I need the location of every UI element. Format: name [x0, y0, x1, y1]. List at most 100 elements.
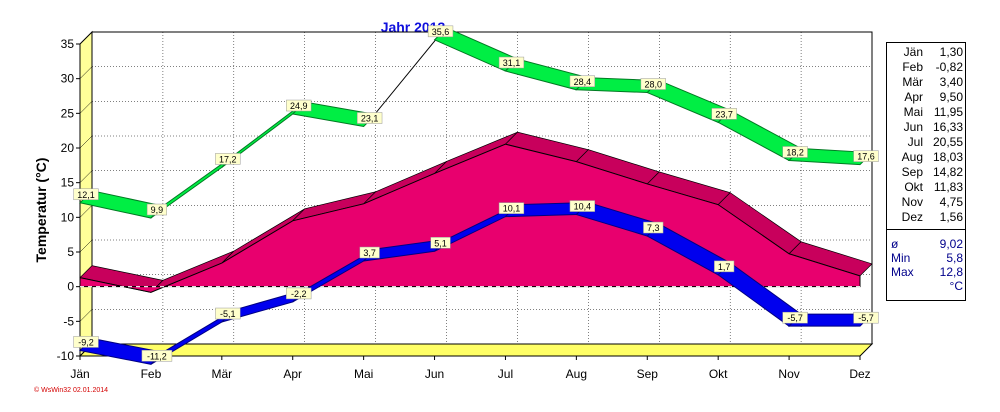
min-value-label: 1,7	[718, 262, 731, 272]
legend-row: Jul 20,55	[887, 135, 963, 150]
y-tick-label: -10	[57, 349, 75, 363]
min-value-label: -5,7	[858, 313, 874, 323]
legend-row: Mai 11,95	[887, 105, 963, 120]
max-value-label: 28,0	[645, 80, 663, 90]
legend-row: Mär 3,40	[887, 75, 963, 90]
x-tick-label: Jän	[70, 367, 89, 381]
min-value-label: -2,2	[291, 289, 307, 299]
max-value-label: 17,2	[219, 154, 237, 164]
max-value-label: 18,2	[786, 147, 804, 157]
y-tick-label: 10	[61, 210, 75, 224]
min-value-label-bg	[714, 260, 735, 273]
min-value-label: 10,1	[503, 204, 521, 214]
y-tick-label: -5	[63, 314, 74, 328]
y-gridline-side	[79, 101, 93, 114]
legend-row: Aug 18,03	[887, 150, 963, 165]
legend-month: Jän	[903, 45, 923, 59]
min-value-label-bg	[430, 237, 451, 249]
legend-month: Sep	[901, 165, 923, 179]
y-tick-label: 15	[61, 176, 75, 190]
y-gridline-side	[79, 135, 93, 149]
y-tick-label: 5	[67, 245, 74, 259]
mean-area-front	[79, 143, 861, 293]
max-value-label-bg	[782, 146, 808, 158]
legend-row: Jun 16,33	[887, 120, 963, 135]
x-tick-label: Nov	[778, 367, 799, 381]
legend-value: 14,82	[932, 165, 963, 179]
max-value-label: 24,9	[290, 101, 308, 111]
max-value-label-bg	[640, 78, 666, 90]
min-value-label: -5,1	[220, 309, 236, 319]
legend-row: Dez 1,56	[887, 210, 963, 225]
legend-value: 20,55	[932, 135, 963, 149]
y-gridline-side	[79, 205, 93, 218]
legend-value: 3,40	[939, 75, 963, 89]
max-value-label-bg	[498, 56, 525, 69]
max-value-label: 28,4	[574, 77, 592, 87]
legend-stat-value: 5,8	[946, 251, 963, 265]
min-value-label-bg	[73, 336, 99, 348]
max-value-label-bg	[427, 25, 454, 38]
legend-stat-row: ø 9,02	[887, 237, 963, 251]
legend-month: Aug	[901, 150, 923, 164]
legend-month: Jun	[903, 120, 923, 134]
max-value-label: 12,1	[77, 190, 95, 200]
y-axis-title: Temperatur (°C)	[33, 158, 49, 263]
y-gridline-side	[79, 31, 93, 45]
min-value-label-bg	[286, 287, 312, 300]
legend-stat-row: Min 5,8	[887, 251, 963, 265]
min-value-label-bg	[141, 350, 173, 362]
legend-value: 9,50	[939, 90, 963, 104]
max-value-label: 31,1	[503, 58, 521, 68]
max-value-label-bg	[215, 153, 241, 165]
legend-row: Feb -0,82	[887, 60, 963, 75]
min-value-label-bg	[643, 221, 664, 234]
min-value-label: -5,7	[787, 313, 803, 323]
x-tick-label: Jul	[498, 367, 513, 381]
x-tick-label: Dez	[849, 367, 870, 381]
legend-value: 11,83	[933, 180, 963, 194]
footer-credit: © WsWin32 02.01.2014	[34, 387, 109, 394]
legend-stat-row: Max 12,8	[887, 265, 963, 279]
legend-value: -0,82	[935, 60, 963, 74]
max-value-label-bg	[356, 112, 383, 124]
legend-month: Dez	[901, 210, 923, 224]
legend-divider	[887, 229, 965, 230]
legend-month: Feb	[902, 60, 923, 74]
legend-row: Apr 9,50	[887, 90, 963, 105]
plot-floor	[78, 343, 874, 357]
max-value-label: 23,1	[361, 114, 379, 124]
x-tick-label: Aug	[566, 367, 587, 381]
x-tick-label: Sep	[637, 367, 659, 381]
legend-value: 16,33	[932, 120, 963, 134]
legend-row: Sep 14,82	[887, 165, 963, 180]
legend-month: Jul	[907, 135, 923, 149]
legend-stat-value: 12,8	[939, 265, 963, 279]
max-value-label-bg	[73, 188, 99, 201]
x-tick-label: Apr	[283, 367, 302, 381]
max-value-label-bg	[286, 99, 312, 112]
y-tick-label: 25	[61, 106, 75, 120]
max-value-label-bg	[711, 108, 737, 120]
legend-month: Mär	[902, 75, 923, 89]
legend-month: Okt	[904, 180, 923, 194]
y-gridline-side	[79, 309, 93, 322]
min-value-label: 3,7	[363, 248, 376, 258]
max-value-label-bg	[569, 75, 596, 88]
max-value-label: 35,6	[432, 27, 450, 37]
legend-value: 18,03	[932, 150, 963, 164]
legend-month: Nov	[901, 195, 923, 209]
legend-stat-row: °C	[887, 279, 963, 293]
legend-month: Mai	[903, 105, 923, 119]
x-tick-label: Mai	[354, 367, 373, 381]
legend-stat-value: 9,02	[939, 237, 963, 251]
max-value-label-bg	[146, 203, 167, 216]
legend-value: 4,75	[939, 195, 963, 209]
legend-stat-label: Max	[891, 265, 914, 279]
max-ribbon-line	[369, 33, 441, 121]
legend-stat-label: ø	[891, 237, 899, 251]
legend-stat-value: °C	[949, 279, 963, 293]
y-tick-label: 20	[61, 141, 75, 155]
min-value-label-bg	[359, 246, 380, 259]
